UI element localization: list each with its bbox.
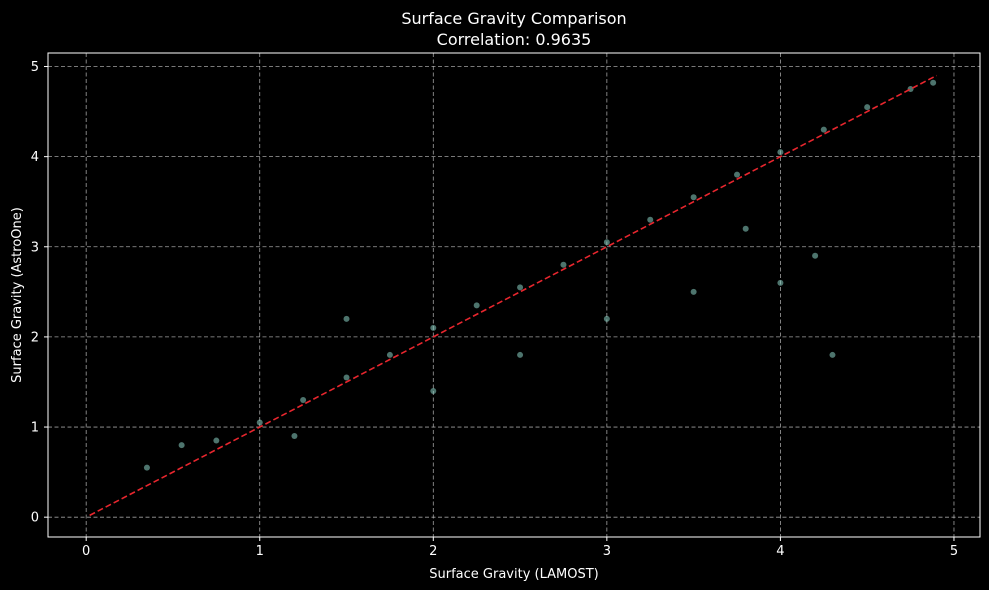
y-tick-label: 2 (31, 330, 39, 345)
scatter-point (430, 324, 437, 331)
x-tick-label: 1 (256, 544, 264, 559)
scatter-point (734, 171, 741, 178)
scatter-point (829, 351, 836, 358)
scatter-point (517, 284, 524, 291)
scatter-point (930, 79, 937, 86)
scatter-point (864, 104, 871, 111)
scatter-point (742, 225, 749, 232)
scatter-point (647, 216, 654, 223)
scatter-point (517, 351, 524, 358)
scatter-point (178, 442, 185, 449)
x-tick-label: 2 (429, 544, 437, 559)
scatter-point (213, 437, 220, 444)
grid-layer (48, 53, 980, 537)
x-tick-label: 3 (603, 544, 611, 559)
y-tick-label: 5 (31, 60, 39, 75)
scatter-point (777, 149, 784, 156)
scatter-point (690, 194, 697, 201)
scatter-point (603, 239, 610, 246)
scatter-point (603, 315, 610, 322)
plot-frame (47, 52, 981, 538)
chart-subtitle: Correlation: 0.9635 (437, 30, 592, 49)
chart-title: Surface Gravity Comparison (401, 9, 626, 28)
y-tick-label: 3 (31, 240, 39, 255)
scatter-point (820, 126, 827, 133)
scatter-point (473, 302, 480, 309)
scatter-point (777, 279, 784, 286)
scatter-point (386, 351, 393, 358)
scatter-point (343, 315, 350, 322)
x-tick-label: 0 (82, 544, 90, 559)
scatter-point (300, 397, 307, 404)
scatter-point (430, 387, 437, 394)
scatter-point (291, 433, 298, 440)
scatter-point (343, 374, 350, 381)
scatter-point (690, 288, 697, 295)
scatter-point (560, 261, 567, 268)
y-tick-label: 1 (31, 421, 39, 436)
reference-line-layer (89, 74, 937, 517)
y-tick-label: 4 (31, 150, 39, 165)
x-tick-label: 5 (950, 544, 958, 559)
x-tick-label: 4 (776, 544, 784, 559)
scatter-point (812, 252, 819, 259)
y-tick-label: 0 (31, 511, 39, 526)
reference-line (89, 74, 937, 517)
x-axis-label: Surface Gravity (LAMOST) (429, 567, 599, 582)
scatter-point (256, 419, 263, 426)
scatter-point (143, 464, 150, 471)
tick-layer: 0 1 2 3 4 5 0 1 2 3 4 5 (31, 60, 958, 559)
y-axis-label: Surface Gravity (AstroOne) (10, 207, 25, 383)
